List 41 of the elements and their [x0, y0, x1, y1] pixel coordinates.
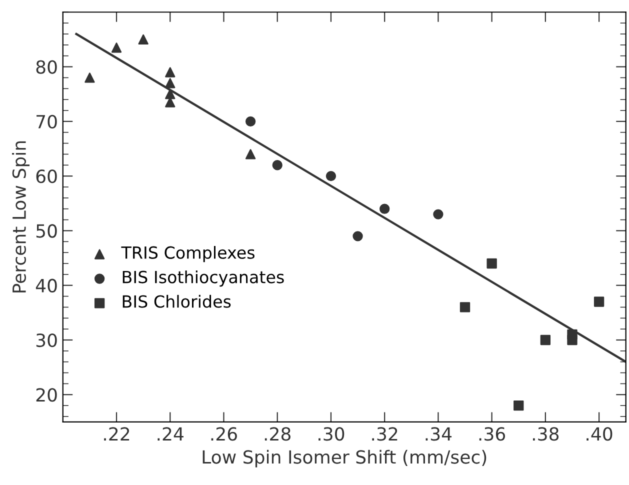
point: [486, 258, 497, 269]
point: [433, 209, 444, 220]
point: [111, 42, 122, 53]
point: [245, 149, 256, 160]
point: [460, 302, 470, 312]
x-tick-label: .36: [479, 427, 506, 441]
point: [138, 34, 148, 45]
x-tick-label: .24: [158, 427, 184, 441]
y-axis-title: Percent Low Spin: [12, 141, 30, 292]
point: [165, 89, 176, 100]
point: [540, 334, 551, 346]
y-tick-label: 30: [36, 333, 57, 348]
point: [326, 170, 336, 182]
point: [352, 231, 363, 242]
point: [272, 160, 282, 170]
x-tick-label: .28: [264, 427, 290, 441]
legend-label: BIS Isothiocyanates: [122, 270, 284, 287]
x-tick-label: .38: [533, 427, 559, 441]
x-tick-label: .22: [104, 427, 130, 441]
point: [594, 296, 604, 307]
y-tick-label: 50: [36, 224, 57, 238]
point: [567, 334, 578, 346]
y-tick-label: 40: [36, 278, 57, 292]
point: [165, 78, 176, 88]
y-tick-label: 80: [36, 60, 57, 74]
point: [514, 400, 524, 411]
point: [245, 116, 256, 126]
point: [380, 204, 390, 214]
y-tick-label: 60: [36, 170, 57, 184]
point: [165, 67, 176, 78]
point: [84, 72, 95, 83]
x-tick-label: .32: [372, 427, 398, 441]
x-tick-label: .34: [426, 427, 452, 441]
y-tick-label: 70: [36, 114, 57, 129]
x-tick-label: .40: [586, 427, 612, 441]
x-tick-label: .26: [211, 427, 237, 441]
legend-label: BIS Chlorides: [122, 294, 231, 308]
y-tick-label: 20: [36, 388, 57, 402]
x-tick-label: .30: [318, 427, 344, 441]
x-axis-title: Low Spin Isomer Shift (mm/sec): [202, 450, 486, 468]
legend-label: TRIS Complexes: [121, 246, 254, 262]
